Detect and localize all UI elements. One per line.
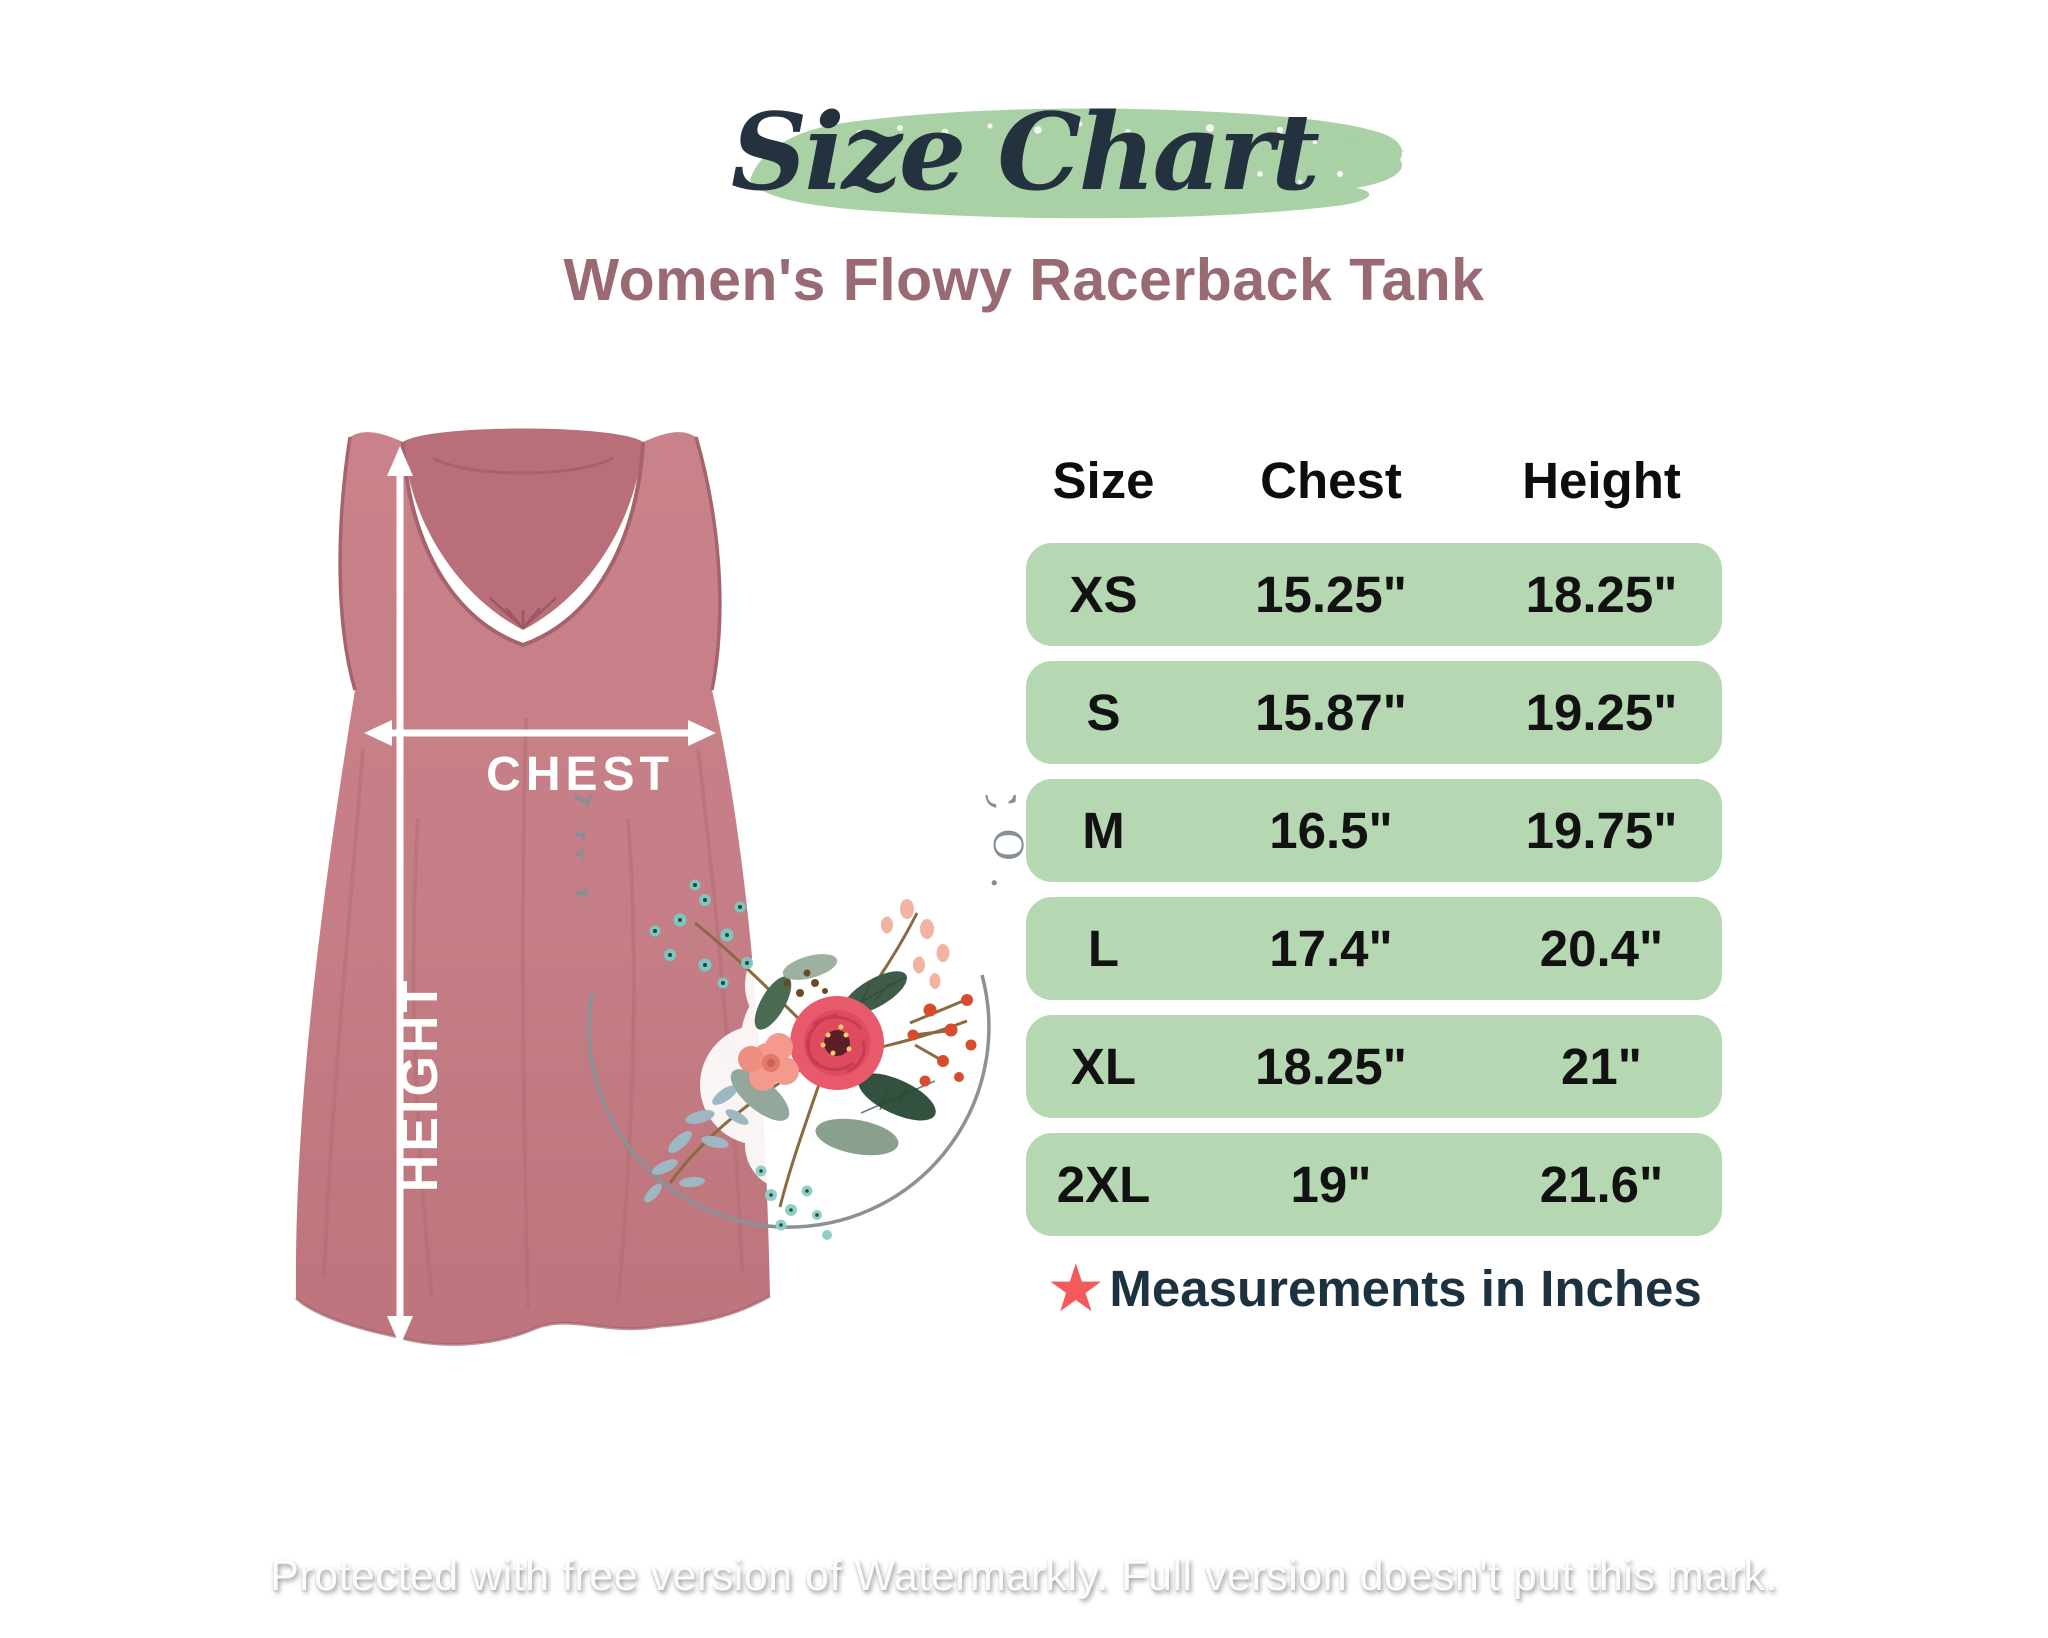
- size-cell: 2XL: [1056, 1156, 1151, 1213]
- watermarkly-footer-text: Protected with free version of Watermark…: [270, 1552, 1778, 1600]
- table-row-2xl: 2XL 19" 21.6": [1026, 1133, 1722, 1236]
- size-table-header: Size Chest Height: [1026, 448, 1722, 512]
- brush-stroke-icon: [750, 108, 1404, 219]
- height-label: HEIGHT: [391, 978, 449, 1192]
- size-cell: XL: [1070, 1038, 1137, 1095]
- chest-cell: 16.5": [1269, 802, 1393, 859]
- height-cell: 19.75": [1525, 802, 1678, 859]
- column-header-chest: Chest: [1260, 451, 1402, 509]
- column-header-height: Height: [1522, 451, 1681, 509]
- tank-seams: [294, 436, 771, 1346]
- column-header-size: Size: [1052, 451, 1155, 509]
- tank-back-panel: [403, 428, 643, 630]
- coral-buds: [881, 899, 950, 989]
- measurements-note-text: Measurements in Inches: [1109, 1259, 1702, 1317]
- height-arrow: [387, 446, 413, 1346]
- chest-cell: 19": [1290, 1156, 1372, 1213]
- chest-cell: 17.4": [1269, 920, 1393, 977]
- chest-cell: 15.87": [1255, 684, 1407, 741]
- page-title: Size Chart: [730, 88, 1320, 214]
- size-cell: XS: [1069, 566, 1138, 623]
- fabric-folds: [322, 717, 744, 1309]
- logo-ring: [587, 974, 991, 1229]
- green-leaves: [730, 954, 936, 1156]
- seed-pods: [783, 969, 828, 997]
- measurements-note: ★ Measurements in Inches: [1026, 1248, 1722, 1328]
- table-row-m: M 16.5" 19.75": [1026, 779, 1722, 882]
- table-row-s: S 15.87" 19.25": [1026, 661, 1722, 764]
- star-icon: ★: [1046, 1251, 1106, 1325]
- red-berries: [907, 994, 977, 1087]
- size-cell: L: [1087, 920, 1120, 977]
- floral-bouquet-icon: [644, 879, 977, 1240]
- height-cell: 18.25": [1525, 566, 1678, 623]
- chest-label: CHEST: [486, 748, 674, 801]
- tank-front-body: [295, 432, 770, 1345]
- chest-arrow: [364, 720, 716, 746]
- height-cell: 21.6": [1539, 1156, 1664, 1213]
- gather-pleats: [489, 597, 557, 629]
- tank-top-image: CHEST HEIGHT: [294, 428, 771, 1346]
- logo-arc-label: THE GREY HOME CO.: [575, 795, 1025, 912]
- blue-leaf-spray: [644, 1085, 749, 1203]
- teal-berries: [755, 1165, 832, 1240]
- height-cell: 19.25": [1525, 684, 1678, 741]
- chest-cell: 18.25": [1255, 1038, 1407, 1095]
- height-cell: 20.4": [1539, 920, 1664, 977]
- size-cell: S: [1086, 684, 1121, 741]
- rose-flower: [790, 996, 884, 1090]
- table-row-xs: XS 15.25" 18.25": [1026, 543, 1722, 646]
- size-table: XS 15.25" 18.25" S 15.87" 19.25" M 16.5"…: [1026, 543, 1722, 1251]
- teal-blossoms: [649, 879, 753, 989]
- table-row-l: L 17.4" 20.4": [1026, 897, 1722, 1000]
- page-subtitle: Women's Flowy Racerback Tank: [563, 247, 1485, 313]
- brush-speckles: [856, 121, 1343, 185]
- chest-cell: 15.25": [1255, 566, 1407, 623]
- table-row-xl: XL 18.25" 21": [1026, 1015, 1722, 1118]
- height-cell: 21": [1561, 1038, 1642, 1095]
- grey-home-logo: THE GREY HOME CO.: [575, 795, 1025, 1240]
- peach-flower: [738, 1033, 799, 1091]
- size-cell: M: [1082, 802, 1125, 859]
- brush-stroke-shape: [750, 108, 1403, 219]
